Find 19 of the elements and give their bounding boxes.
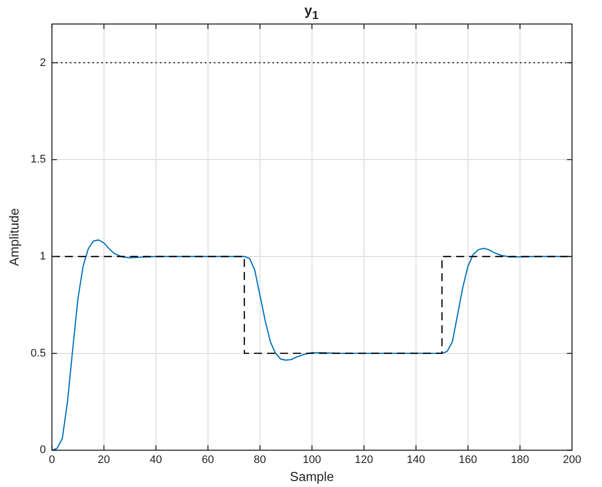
- x-tick-label: 80: [254, 454, 266, 466]
- x-tick-label: 60: [202, 454, 214, 466]
- y-tick-label: 2: [40, 56, 46, 69]
- y-tick-label: 1.5: [30, 154, 46, 166]
- chart-title: y$_{1}$: [303, 2, 320, 22]
- x-tick-label: 200: [562, 454, 582, 466]
- x-tick-label: 160: [458, 454, 478, 466]
- y-tick-label: 0: [40, 444, 46, 456]
- x-tick-label: 20: [98, 454, 110, 466]
- y-tick-label: 0.5: [30, 347, 46, 360]
- y-axis-title: Amplitude: [6, 208, 22, 266]
- y-tick-label: 1: [40, 250, 46, 263]
- x-tick-label: 180: [510, 454, 530, 466]
- x-tick-label: 120: [354, 454, 374, 466]
- x-axis-title: Sample: [290, 468, 334, 484]
- x-tick-label: 40: [150, 454, 162, 466]
- x-tick-label: 140: [406, 454, 426, 466]
- x-tick-label: 0: [48, 454, 55, 466]
- x-tick-label: 100: [302, 454, 322, 466]
